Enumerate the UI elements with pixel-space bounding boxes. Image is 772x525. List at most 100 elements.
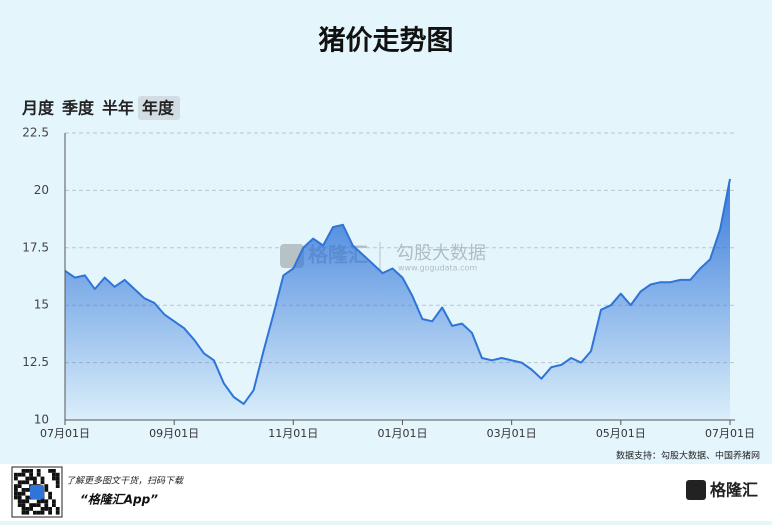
qr-cell: [40, 510, 45, 515]
qr-cell: [21, 488, 26, 492]
qr-cell: [36, 503, 41, 507]
qr-cell: [52, 499, 56, 504]
qr-cell: [29, 469, 33, 473]
x-tick-label: 07月01日: [40, 427, 90, 440]
qr-cell: [21, 507, 26, 511]
qr-cell: [25, 469, 30, 473]
qr-cell: [29, 472, 33, 477]
qr-cell: [21, 480, 26, 485]
qr-cell: [25, 488, 30, 492]
tab-bar: 月度 季度 半年 年度: [21, 96, 180, 120]
qr-cell: [29, 503, 33, 507]
footer-tagline: 了解更多图文干货，扫码下载: [66, 476, 184, 487]
qr-code: [11, 466, 63, 518]
qr-cell: [21, 503, 26, 507]
qr-cell: [17, 484, 22, 488]
qr-cell: [14, 484, 18, 488]
qr-cell: [40, 480, 45, 485]
qr-cell: [25, 499, 30, 504]
source-note: 数据支持：勾股大数据、中国养猪网: [616, 450, 760, 462]
footer-logo-icon: [686, 480, 706, 500]
line: [64, 178, 731, 405]
qr-cell: [17, 499, 22, 504]
qr-cell: [55, 480, 60, 485]
y-tick-label: 15: [34, 298, 49, 312]
y-tick-label: 12.5: [22, 355, 49, 369]
y-tick-label: 22.5: [22, 126, 49, 140]
qr-cell: [44, 488, 49, 492]
qr-cell: [17, 480, 22, 485]
qr-cell: [52, 472, 56, 477]
qr-cell: [29, 476, 33, 481]
x-tick-label: 07月01日: [705, 427, 755, 440]
qr-cell: [33, 480, 37, 485]
x-tick-label: 11月01日: [268, 427, 318, 440]
qr-cell: [25, 510, 30, 515]
qr-cell: [44, 503, 49, 507]
tab[interactable]: 年度: [142, 99, 175, 118]
qr-cell: [48, 469, 52, 473]
qr-cell: [55, 510, 60, 515]
qr-cell: [40, 476, 45, 481]
qr-cell: [33, 476, 37, 481]
x-tick-label: 05月01日: [596, 427, 646, 440]
qr-cell: [33, 510, 37, 515]
qr-cell: [44, 484, 49, 488]
qr-cell: [14, 476, 18, 481]
qr-cell: [44, 499, 49, 504]
qr-cell: [36, 469, 41, 473]
qr-cell: [52, 476, 56, 481]
chart-title: 猪价走势图: [319, 26, 454, 57]
tab[interactable]: 季度: [61, 99, 95, 118]
tab[interactable]: 半年: [102, 99, 134, 118]
tab-selected-bg: [138, 96, 180, 120]
footer-band: [0, 464, 772, 521]
footer-logo: 格隆汇: [710, 481, 758, 500]
qr-cell: [40, 507, 45, 511]
x-tick-label: 03月01日: [487, 427, 537, 440]
qr-cell: [25, 495, 30, 500]
qr-cell: [21, 469, 26, 473]
y-tick-label: 17.5: [22, 240, 49, 254]
qr-cell: [40, 499, 45, 504]
qr-cell: [14, 491, 18, 496]
qr-cell: [21, 472, 26, 477]
qr-logo: [30, 485, 44, 499]
qr-cell: [17, 503, 22, 507]
qr-cell: [21, 499, 26, 504]
qr-cell: [25, 480, 30, 485]
area-fill: [65, 178, 730, 420]
qr-cell: [48, 495, 52, 500]
qr-cell: [25, 476, 30, 481]
qr-cell: [44, 507, 49, 511]
qr-cell: [36, 499, 41, 504]
qr-cell: [29, 507, 33, 511]
y-tick-label: 20: [34, 183, 49, 197]
watermark-provider: 勾股大数据: [396, 243, 486, 264]
x-tick-label: 01月01日: [377, 427, 427, 440]
qr-cell: [14, 472, 18, 477]
qr-cell: [55, 476, 60, 481]
y-tick-label: 10: [34, 413, 49, 427]
qr-cell: [48, 510, 52, 515]
x-tick-label: 09月01日: [149, 427, 199, 440]
watermark-url: www.gogudata.com: [398, 264, 477, 273]
qr-cell: [21, 491, 26, 496]
qr-cell: [48, 507, 52, 511]
qr-cell: [55, 484, 60, 488]
footer-app: “格隆汇App”: [80, 493, 158, 507]
qr-cell: [55, 507, 60, 511]
qr-cell: [17, 491, 22, 496]
qr-cell: [52, 469, 56, 473]
qr-cell: [17, 472, 22, 477]
qr-cell: [14, 488, 18, 492]
qr-cell: [33, 503, 37, 507]
tab[interactable]: 月度: [21, 99, 55, 118]
qr-cell: [52, 503, 56, 507]
qr-cell: [36, 472, 41, 477]
qr-cell: [36, 510, 41, 515]
qr-cell: [21, 510, 26, 515]
qr-cell: [14, 495, 18, 500]
